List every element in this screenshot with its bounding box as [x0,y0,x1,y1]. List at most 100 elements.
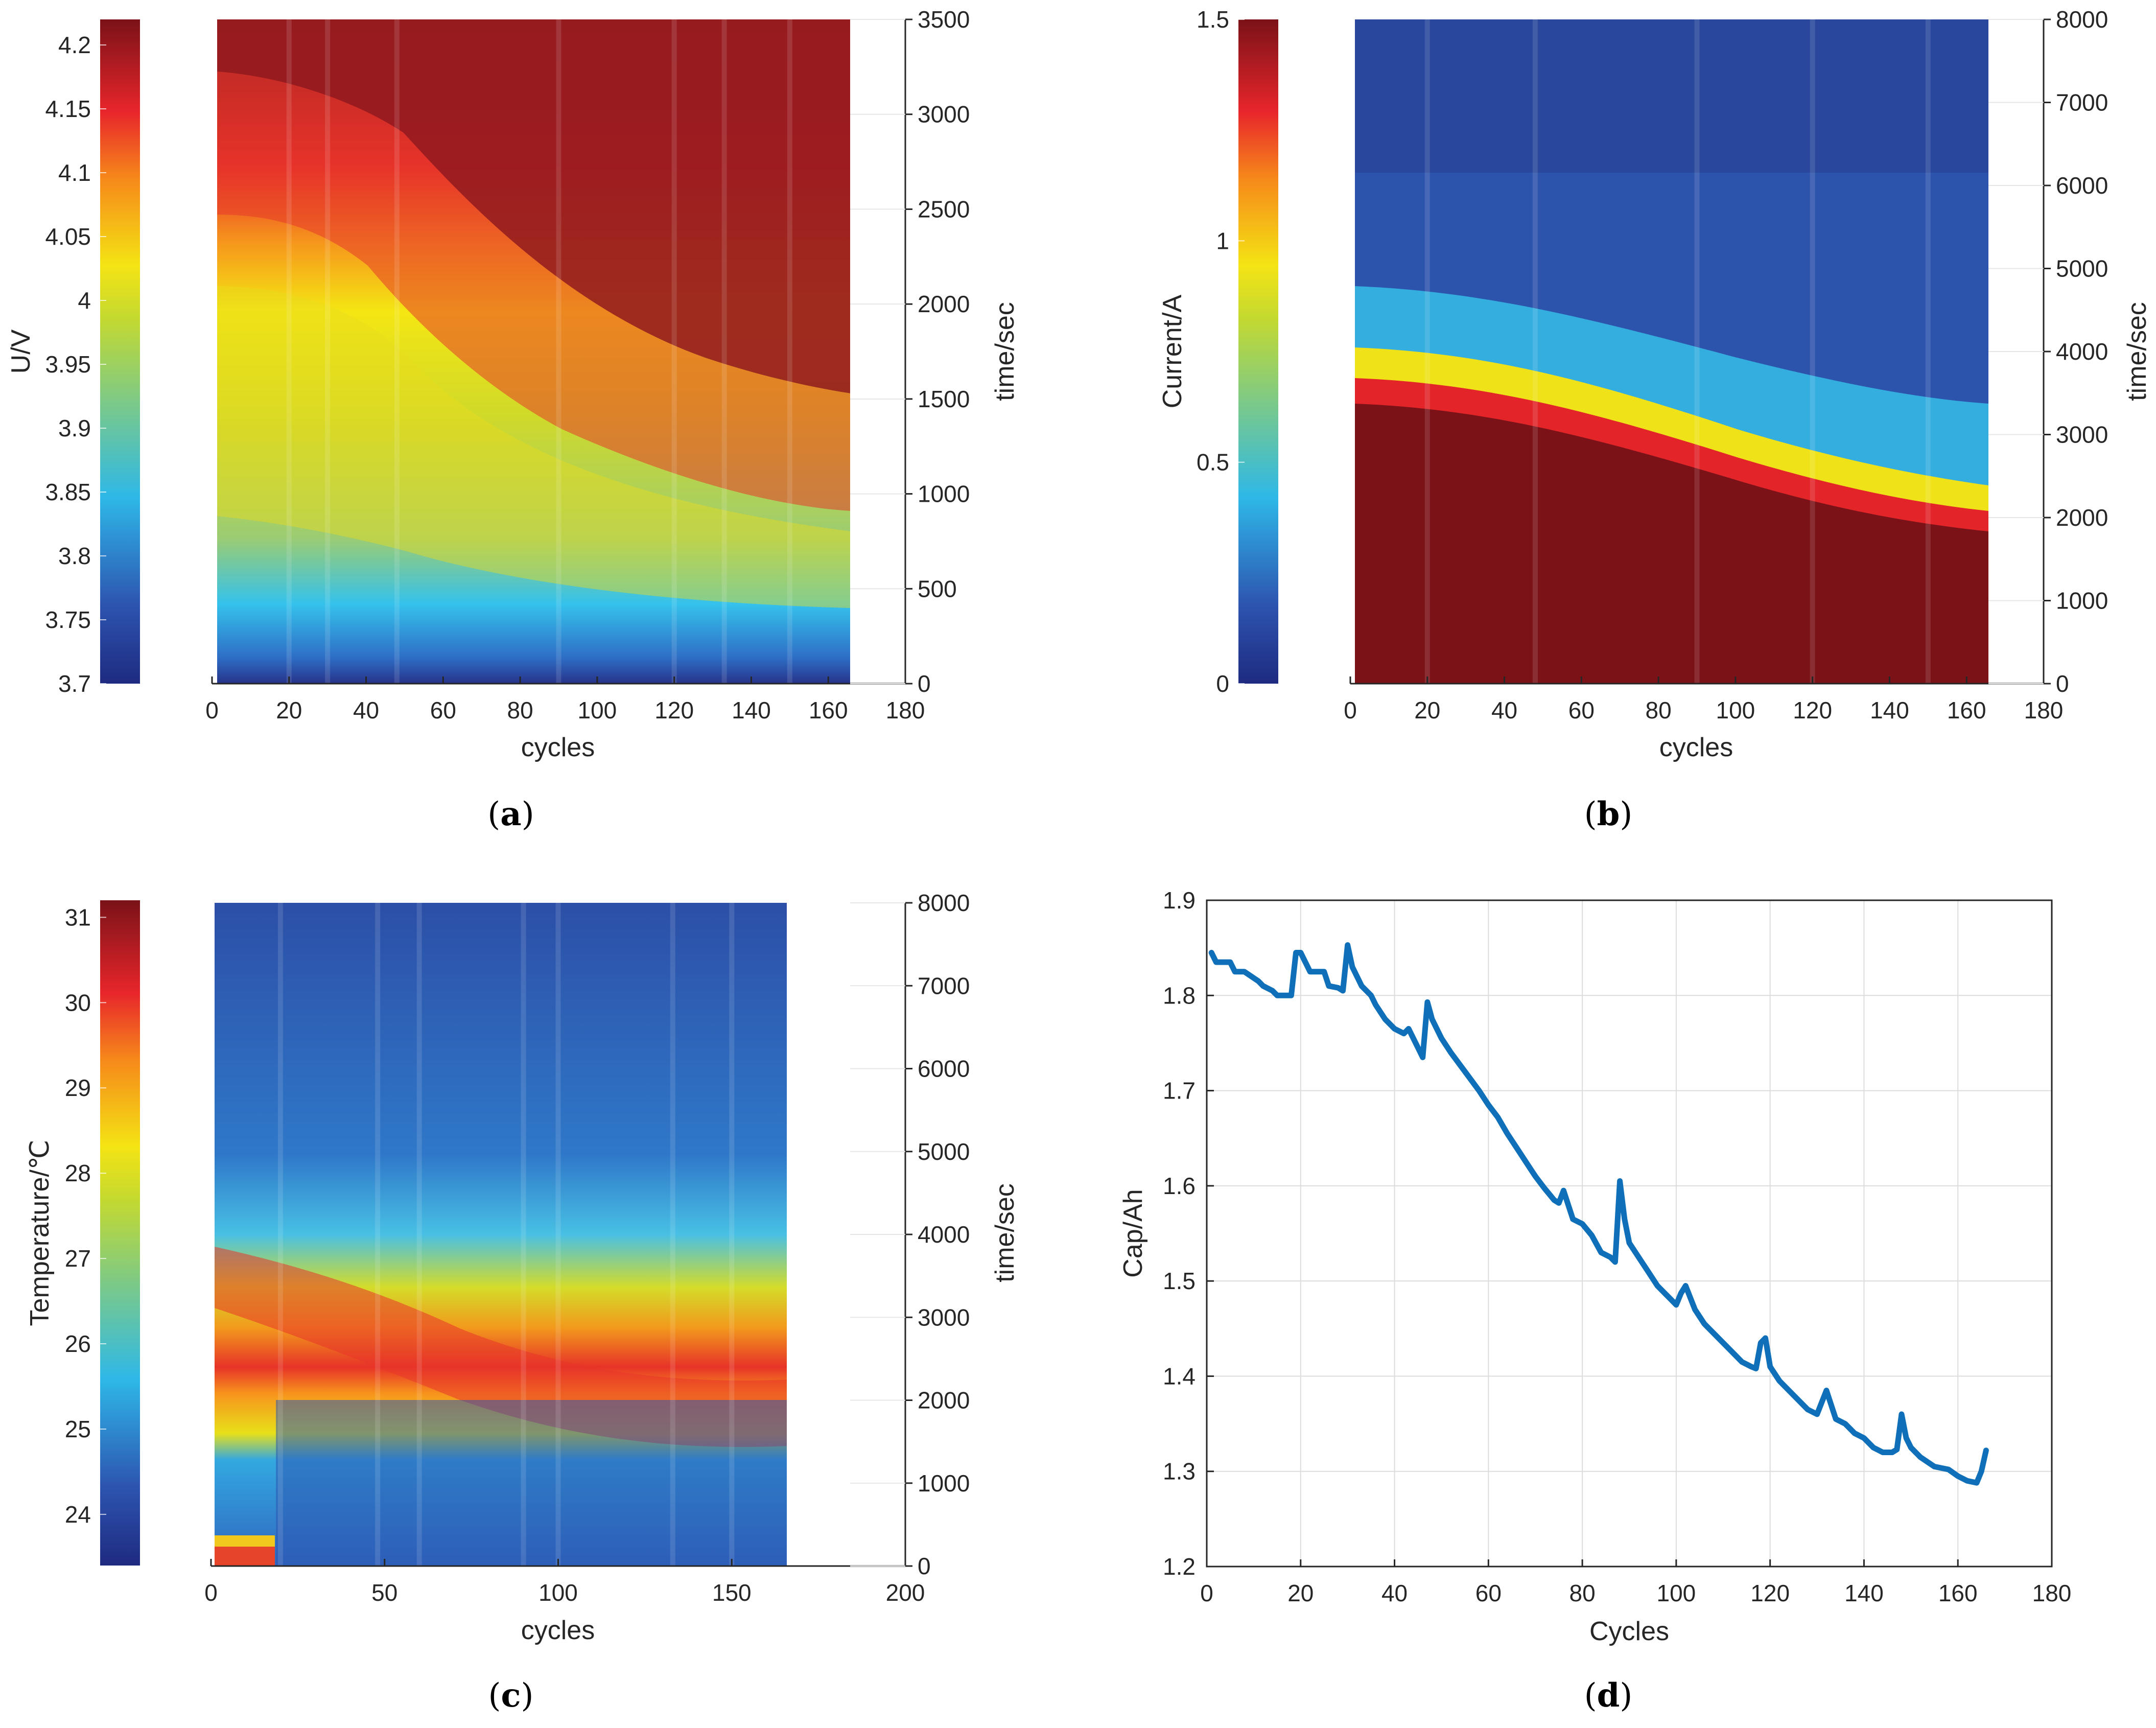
x-tick-label: 20 [1287,1580,1314,1606]
y-tick-label: 1000 [918,1470,970,1497]
colorbar-tick-label: 24 [65,1501,91,1528]
ridge-mark [286,19,292,684]
x-tick-label: 180 [2024,697,2064,723]
panel-d-capacity-line [1208,942,1989,1486]
x-tick-label: 20 [276,697,302,723]
panel-c-ylabel-right: time/sec [990,1183,1020,1282]
panel-b-heatmap-shade [1355,19,1988,173]
y-tick-label: 1.3 [1163,1458,1196,1485]
y-tick-label: 3500 [918,6,970,33]
panel-d-xlabel: Cycles [1589,1617,1669,1646]
x-tick-label: 20 [1414,697,1440,723]
colorbar-tick-label: 1 [1216,227,1229,254]
panel-b: 0 0.5 1 1.5 Current/A 0 20 40 60 80 100 120 140 160… [1158,6,2152,833]
x-tick-label: 60 [430,697,456,723]
ridge-mark [1532,19,1538,684]
ridge-mark [1925,19,1931,684]
x-tick-label: 0 [1344,697,1357,723]
ridge-mark [787,19,792,684]
panel-c-xlabel: cycles [521,1616,595,1645]
colorbar-tick-label: 3.85 [45,479,91,505]
panel-a-colorbar-label: U/V [6,329,36,373]
y-tick-label: 1.4 [1163,1363,1196,1389]
colorbar-tick-label: 3.7 [58,670,91,697]
y-tick-label: 2000 [918,1387,970,1414]
x-tick-label: 160 [1947,697,1986,723]
panel-b-caption: (b) [1584,795,1633,833]
panel-c-colorbar-label: Temperature/℃ [25,1140,55,1326]
ridge-mark [729,903,735,1566]
x-tick-label: 140 [1844,1580,1884,1606]
x-tick-label: 140 [732,697,771,723]
y-tick-label: 7000 [2056,89,2108,116]
panel-c-colorbar-ticks: 24 25 26 27 28 29 30 31 [65,904,106,1528]
x-tick-label: 200 [886,1579,925,1606]
panel-d: 0 20 40 60 80 100 120 140 160 180 1.2 1.3 1.4 1.5 1.6 1… [1118,887,2071,1715]
panel-a-blank-area [850,19,905,684]
panel-c-axes: 0 50 100 150 2000100020003000400050006000700… [204,890,970,1606]
x-tick-label: 0 [204,1579,218,1606]
colorbar-tick-label: 28 [65,1160,91,1186]
panel-b-ylabel-right: time/sec [2122,302,2152,401]
panel-d-axes: 0 20 40 60 80 100 120 140 160 180 1.2 1.3 1.4 1.5 1.6 1… [1163,887,2071,1606]
x-tick-label: 100 [1716,697,1755,723]
x-tick-label: 120 [1793,697,1832,723]
y-tick-label: 5000 [2056,255,2108,282]
x-tick-label: 160 [1938,1580,1978,1606]
panel-a-ylabel-right: time/sec [990,302,1020,401]
x-tick-label: 160 [809,697,848,723]
y-tick-label: 1.5 [1163,1268,1196,1294]
ridge-mark [721,19,727,684]
panel-a-plot: 0 20 40 60 80 100 120 140 160 1800500100015002000… [205,6,1020,762]
x-tick-label: 80 [1646,697,1672,723]
ridge-mark [375,903,381,1566]
y-tick-label: 5000 [918,1138,970,1165]
y-tick-label: 6000 [918,1056,970,1082]
x-tick-label: 120 [654,697,694,723]
panel-c-caption: (c) [488,1676,534,1715]
colorbar-tick-label: 1.5 [1197,6,1229,33]
panel-c: 24 25 26 27 28 29 30 31 Temperature/℃ 0 50 100 150… [25,890,1020,1715]
y-tick-label: 0 [2056,670,2069,697]
x-tick-label: 150 [712,1579,752,1606]
y-tick-label: 1.9 [1163,887,1196,914]
panel-a-xlabel: cycles [521,733,595,762]
ridge-mark [670,903,675,1566]
y-tick-label: 1500 [918,386,970,412]
colorbar-tick-label: 0 [1216,670,1229,697]
panel-b-colorbar-gradient [1238,19,1278,684]
x-tick-label: 100 [578,697,617,723]
panel-b-axes: 0 20 40 60 80 100 120 140 160 1800100020003000400… [1344,6,2108,723]
x-tick-label: 0 [1200,1580,1213,1606]
y-tick-label: 2000 [918,291,970,317]
y-tick-label: 1.8 [1163,982,1196,1009]
panel-b-red-band [1355,378,1988,542]
colorbar-tick-label: 3.9 [58,415,91,441]
x-tick-label: 0 [205,697,219,723]
y-tick-label: 2500 [918,196,970,222]
panel-c-start-red [215,1546,275,1566]
colorbar-tick-label: 4.05 [45,223,91,250]
panel-c-start-yellow [215,1535,275,1547]
ridge-mark [521,903,526,1566]
colorbar-tick-label: 0.5 [1197,449,1229,476]
y-tick-label: 3000 [2056,422,2108,448]
ridge-mark [394,19,400,684]
x-tick-label: 120 [1750,1580,1790,1606]
panel-b-yellow-band [1355,347,1988,516]
colorbar-tick-label: 3.95 [45,351,91,378]
ridge-mark [277,903,283,1566]
y-tick-label: 2000 [2056,504,2108,531]
panel-a-red-band [217,72,851,511]
y-tick-label: 1000 [2056,588,2108,614]
ridge-mark [1810,19,1815,684]
panel-d-ylabel: Cap/Ah [1118,1189,1148,1277]
panel-a-saturated-region [217,19,851,393]
y-tick-label: 3000 [918,101,970,128]
colorbar-tick-label: 4 [78,287,91,314]
colorbar-tick-label: 27 [65,1245,91,1272]
panel-b-plot: 0 20 40 60 80 100 120 140 160 1800100020003000400… [1344,6,2152,762]
colorbar-tick-label: 31 [65,904,91,930]
panel-a-colorbar: 3.7 3.75 3.8 3.85 3.9 3.95 4 4.05 4.1 4.15 4.2 U/V [6,19,140,697]
